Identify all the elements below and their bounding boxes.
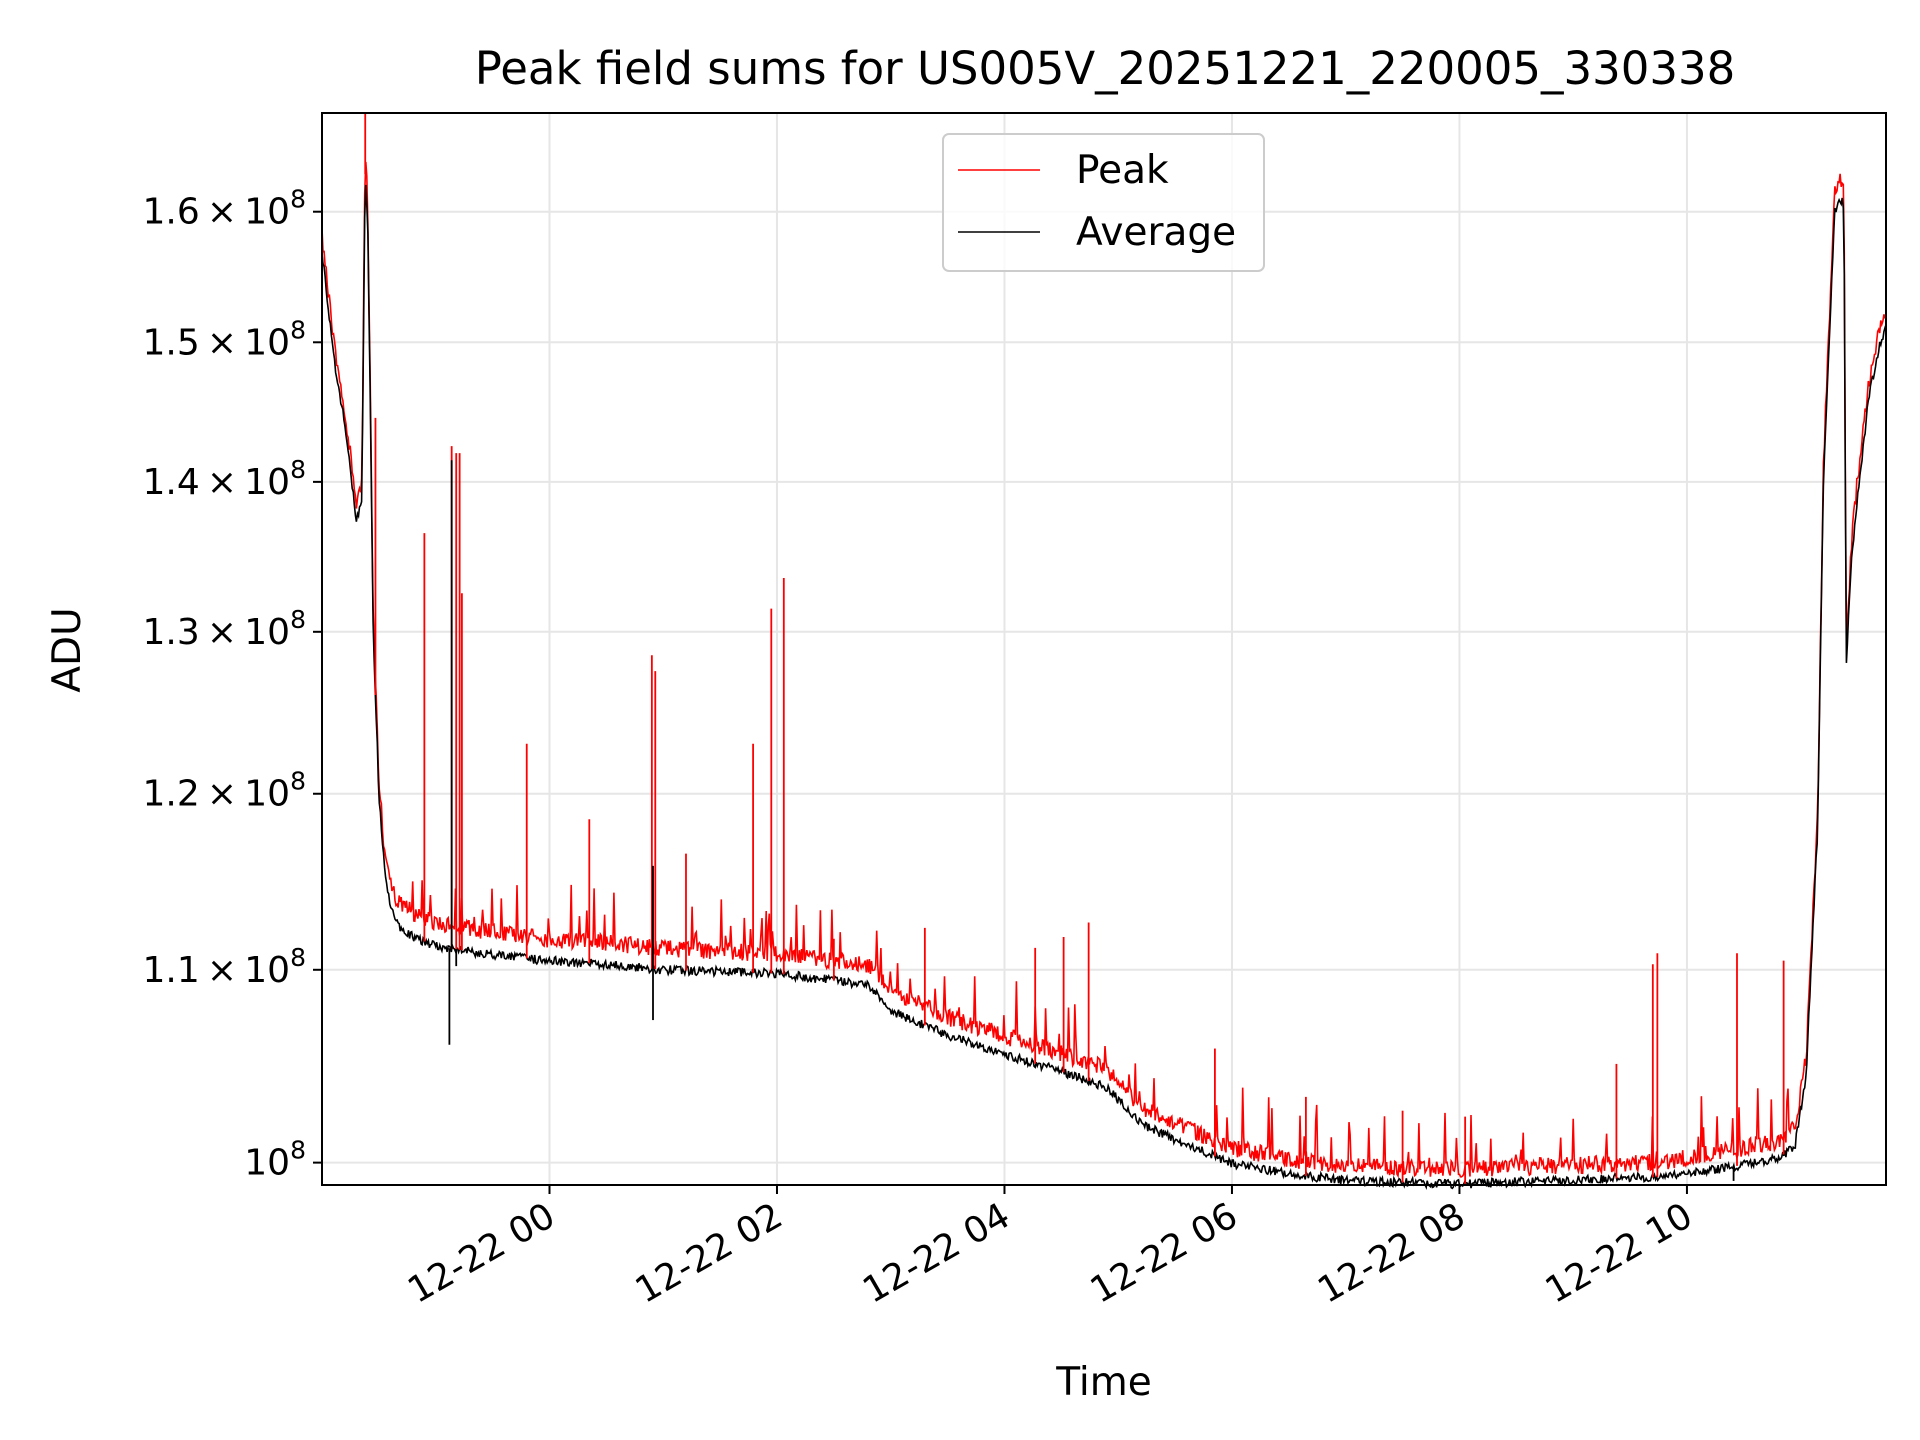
y-tick-label: 1.5 × 108 bbox=[142, 315, 306, 363]
average-series-line bbox=[321, 184, 1887, 1190]
y-tick-label: 108 bbox=[244, 1136, 306, 1184]
peak-series-line bbox=[321, 161, 1887, 1179]
chart-title: Peak field sums for US005V_20251221_2200… bbox=[475, 42, 1736, 95]
y-axis-label: ADU bbox=[45, 607, 90, 692]
legend-box bbox=[942, 133, 1265, 272]
legend: Peak Average bbox=[942, 133, 1265, 272]
y-tick-label: 1.2 × 108 bbox=[142, 767, 306, 815]
legend-average-label: Average bbox=[1076, 210, 1236, 255]
grid bbox=[322, 113, 1886, 1185]
y-tick-label: 1.1 × 108 bbox=[142, 943, 306, 991]
y-tick-label: 1.3 × 108 bbox=[142, 605, 306, 653]
plot-frame bbox=[321, 112, 1887, 1186]
legend-peak-label: Peak bbox=[1076, 148, 1169, 193]
y-axis: 108 1.1 × 108 1.2 × 108 1.3 × 108 1.4 × 108 1… bbox=[142, 185, 322, 1184]
plot-area bbox=[321, 113, 1887, 1190]
y-tick-label: 1.4 × 108 bbox=[142, 455, 306, 503]
x-axis-label: Time bbox=[1055, 1360, 1151, 1405]
y-tick-label: 1.6 × 108 bbox=[142, 185, 306, 233]
